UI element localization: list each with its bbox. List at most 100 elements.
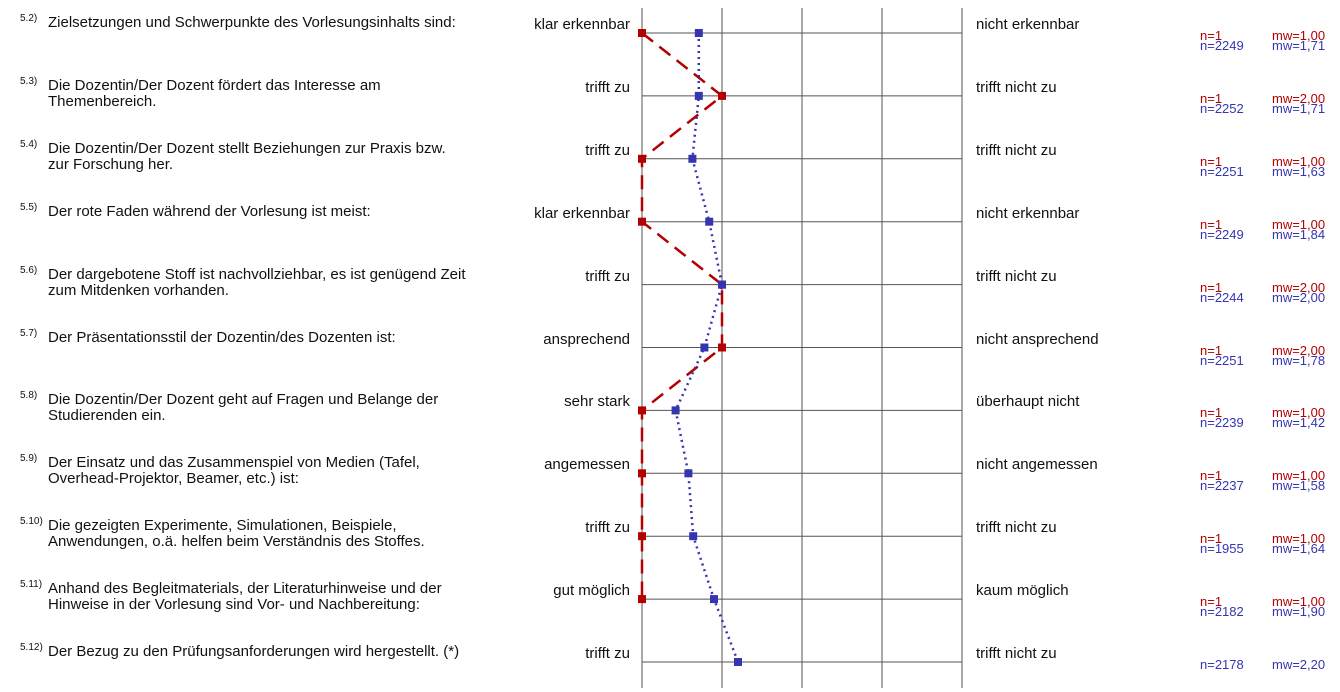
scale-right-label: nicht angemessen	[976, 456, 1098, 474]
reference-n-value: n=1955	[1200, 541, 1244, 557]
item-number: 5.5)	[20, 201, 38, 213]
scale-right-label: trifft nicht zu	[976, 645, 1057, 662]
group-mean-point	[638, 469, 646, 478]
item-number: 5.4)	[20, 138, 38, 150]
reference-mean-value: mw=1,71	[1272, 38, 1326, 53]
scale-right-label: kaum möglich	[976, 582, 1069, 600]
item-number: 5.8)	[20, 390, 38, 402]
group-mean-point	[638, 29, 646, 37]
group-profile-line	[640, 32, 725, 600]
group-n-value: n=1	[1200, 28, 1223, 43]
item-question: Die gezeigten Experimente, Simulationen,…	[48, 517, 425, 551]
scale-left-label: trifft zu	[585, 141, 630, 159]
item-number: 5.12)	[20, 642, 43, 653]
item-number: 5.10)	[20, 516, 43, 528]
reference-n-value: n=2178	[1200, 657, 1244, 672]
reference-n-value: n=2251	[1200, 352, 1244, 368]
reference-mean-point	[710, 595, 718, 604]
scale-left-label: klar erkennbar	[534, 16, 630, 33]
scale-right-label: überhaupt nicht	[976, 393, 1080, 411]
group-mean-value: mw=1,00	[1272, 28, 1326, 43]
reference-mean-point	[684, 469, 693, 478]
scale-left-label: trifft zu	[585, 267, 630, 285]
reference-mean-point	[734, 658, 742, 666]
reference-mean-value: mw=1,71	[1272, 100, 1326, 116]
reference-mean-value: mw=2,00	[1272, 289, 1326, 305]
group-n-value: n=1	[1200, 594, 1223, 610]
item-number: 5.6)	[20, 264, 38, 276]
reference-mean-value: mw=1,90	[1272, 604, 1326, 620]
group-n-value: n=1	[1200, 279, 1223, 295]
item-question: Zielsetzungen und Schwerpunkte des Vorle…	[48, 14, 456, 31]
scale-right-label: trifft nicht zu	[976, 267, 1057, 285]
reference-mean-point	[694, 29, 703, 37]
group-n-value: n=1	[1200, 216, 1223, 232]
group-mean-point	[638, 406, 646, 415]
reference-mean-value: mw=1,78	[1272, 352, 1326, 368]
reference-n-value: n=2244	[1200, 289, 1244, 305]
reference-mean-point	[671, 406, 680, 415]
group-mean-value: mw=1,00	[1272, 153, 1326, 169]
item-question: Die Dozentin/Der Dozent geht auf Fragen …	[48, 391, 439, 425]
group-mean-value: mw=2,00	[1272, 90, 1326, 106]
group-n-value: n=1	[1200, 153, 1223, 169]
reference-n-value: n=2252	[1200, 100, 1244, 116]
item-question: Der Präsentationsstil der Dozentin/des D…	[48, 328, 396, 346]
item-question: Die Dozentin/Der Dozent stellt Beziehung…	[48, 139, 446, 173]
item-number: 5.9)	[20, 453, 38, 465]
scale-left-label: trifft zu	[585, 519, 630, 537]
item-question: Die Dozentin/Der Dozent fördert das Inte…	[48, 76, 381, 110]
scale-right-label: nicht erkennbar	[976, 204, 1080, 222]
scale-right-label: trifft nicht zu	[976, 141, 1057, 159]
reference-mean-point	[688, 154, 697, 163]
scale-left-label: trifft zu	[585, 645, 630, 662]
item-number: 5.3)	[20, 75, 38, 87]
group-mean-value: mw=1,00	[1272, 405, 1326, 421]
group-mean-point	[718, 343, 726, 352]
group-mean-value: mw=2,00	[1272, 279, 1326, 295]
reference-n-value: n=2237	[1200, 478, 1244, 494]
reference-n-value: n=2251	[1200, 163, 1244, 179]
item-question: Anhand des Begleitmaterials, der Literat…	[48, 580, 442, 614]
scale-left-label: angemessen	[544, 456, 630, 474]
reference-n-value: n=2182	[1200, 604, 1244, 620]
reference-mean-point	[718, 280, 726, 289]
group-mean-point	[638, 217, 646, 226]
scale-right-label: trifft nicht zu	[976, 519, 1057, 537]
reference-mean-point	[689, 532, 698, 541]
reference-mean-point	[705, 217, 714, 226]
reference-mean-value: mw=1,63	[1272, 163, 1326, 179]
scale-left-label: ansprechend	[543, 330, 630, 348]
reference-mean-value: mw=1,42	[1272, 415, 1326, 431]
reference-mean-value: mw=1,64	[1272, 541, 1326, 557]
group-mean-value: mw=2,00	[1272, 342, 1326, 358]
group-mean-point	[638, 154, 646, 163]
item-question: Der Einsatz und das Zusammenspiel von Me…	[48, 454, 420, 488]
scale-right-label: trifft nicht zu	[976, 78, 1057, 96]
group-mean-point	[638, 595, 646, 604]
group-n-value: n=1	[1200, 468, 1223, 484]
item-question: Der dargebotene Stoff ist nachvollziehba…	[48, 265, 466, 299]
item-number: 5.2)	[20, 13, 38, 24]
scale-left-label: trifft zu	[585, 78, 630, 96]
scale-right-label: nicht erkennbar	[976, 16, 1080, 33]
item-number: 5.7)	[20, 327, 38, 339]
item-question: Der Bezug zu den Prüfungsanforderungen w…	[48, 643, 460, 660]
reference-mean-point	[700, 343, 709, 352]
reference-mean-point	[694, 91, 703, 100]
group-mean-point	[718, 91, 726, 100]
group-n-value: n=1	[1200, 531, 1223, 547]
scale-left-label: gut möglich	[553, 582, 630, 600]
reference-n-value: n=2239	[1200, 415, 1244, 431]
item-number: 5.11)	[20, 579, 43, 591]
reference-mean-value: mw=2,20	[1272, 657, 1326, 672]
group-mean-point	[638, 532, 646, 541]
reference-mean-value: mw=1,84	[1272, 226, 1326, 242]
group-n-value: n=1	[1200, 90, 1223, 106]
reference-n-value: n=2249	[1200, 226, 1244, 242]
scale-right-label: nicht ansprechend	[976, 330, 1099, 348]
group-n-value: n=1	[1200, 405, 1223, 421]
group-n-value: n=1	[1200, 342, 1223, 358]
reference-mean-value: mw=1,58	[1272, 478, 1326, 494]
reference-n-value: n=2249	[1200, 38, 1244, 53]
